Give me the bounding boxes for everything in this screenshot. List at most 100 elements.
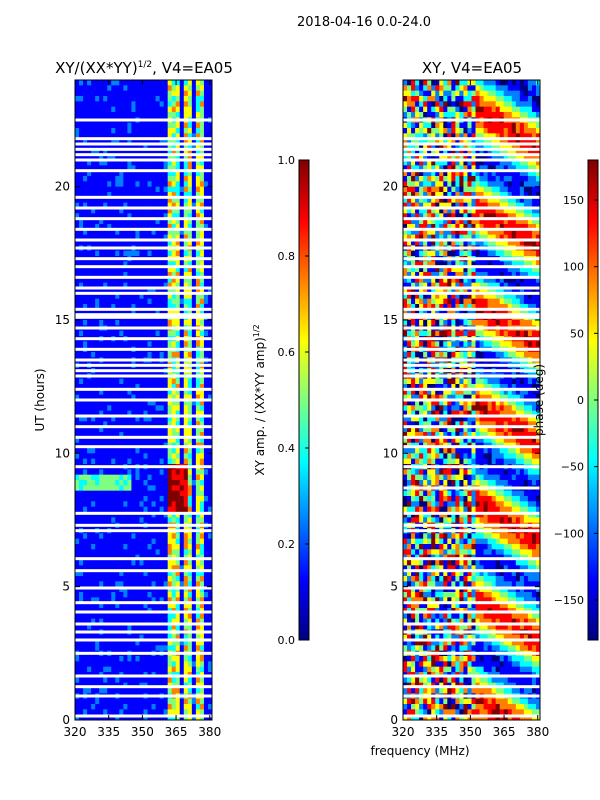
heatmap-cell [191, 85, 197, 92]
heatmap-cell [95, 229, 100, 236]
heatmap-cell [195, 688, 201, 694]
heatmap-cell [103, 106, 108, 113]
heatmap-cell [95, 186, 100, 193]
heatmap-cell [423, 154, 428, 161]
heatmap-cell [203, 698, 209, 705]
heatmap-cell [103, 437, 108, 444]
heatmap-cell [207, 688, 213, 694]
heatmap-cell [75, 133, 80, 140]
heatmap-cell [203, 410, 209, 417]
heatmap-cell [171, 266, 177, 273]
data-gap-band [75, 435, 212, 439]
heatmap-cell [483, 138, 489, 145]
heatmap-cell [159, 533, 165, 540]
heatmap-cell [167, 234, 173, 241]
heatmap-cell [79, 229, 84, 236]
heatmap-cell [419, 165, 424, 172]
heatmap-cell [179, 618, 185, 625]
heatmap-cell [203, 565, 209, 572]
heatmap-cell [123, 677, 128, 684]
heatmap-cell [191, 208, 197, 214]
heatmap-cell [183, 277, 189, 284]
heatmap-cell [199, 133, 205, 140]
heatmap-cell [187, 704, 193, 710]
heatmap-cell [531, 138, 537, 145]
heatmap-cell [99, 704, 104, 710]
heatmap-cell [183, 592, 189, 598]
heatmap-cell [191, 688, 197, 694]
heatmap-cell [187, 298, 193, 305]
heatmap-cell [475, 122, 480, 129]
heatmap-cell [119, 426, 124, 433]
heatmap-cell [171, 272, 177, 278]
heatmap-cell [175, 634, 181, 641]
heatmap-cell [155, 544, 161, 550]
heatmap-cell [171, 437, 177, 444]
heatmap-cell [127, 501, 132, 508]
heatmap-cell [183, 666, 189, 673]
heatmap-cell [143, 469, 148, 476]
heatmap-cell [191, 474, 197, 481]
heatmap-cell [187, 112, 193, 118]
heatmap-cell [99, 240, 104, 246]
heatmap-cell [103, 405, 108, 412]
heatmap-cell [183, 448, 189, 454]
heatmap-cell [527, 165, 533, 172]
heatmap-cell [151, 496, 156, 502]
heatmap-cell [503, 186, 509, 193]
heatmap-cell [179, 394, 185, 401]
heatmap-cell [103, 533, 108, 540]
heatmap-cell [75, 640, 80, 646]
heatmap-cell [83, 128, 88, 134]
heatmap-cell [435, 154, 440, 161]
heatmap-cell [423, 186, 428, 193]
heatmap-cell [187, 416, 193, 422]
heatmap-cell [79, 677, 84, 684]
heatmap-cell [123, 133, 128, 140]
heatmap-cell [167, 128, 173, 134]
heatmap-cell [179, 224, 185, 230]
heatmap-cell [507, 122, 513, 129]
heatmap-cell [155, 149, 161, 156]
heatmap-cell [99, 490, 104, 497]
heatmap-cell [499, 90, 505, 97]
heatmap-cell [187, 634, 193, 641]
heatmap-cell [179, 656, 185, 662]
heatmap-cell [451, 80, 456, 86]
heatmap-cell [527, 101, 533, 108]
heatmap-cell [523, 112, 529, 118]
heatmap-cell [159, 496, 165, 502]
heatmap-cell [119, 261, 124, 268]
heatmap-cell [187, 320, 193, 326]
heatmap-cell [191, 384, 197, 390]
heatmap-cell [191, 538, 197, 545]
heatmap-cell [491, 106, 497, 113]
heatmap-cell [403, 133, 408, 140]
heatmap-cell [511, 192, 517, 198]
heatmap-cell [111, 138, 116, 145]
heatmap-cell [179, 538, 185, 545]
heatmap-cell [187, 656, 193, 662]
heatmap-cell [179, 80, 185, 86]
heatmap-cell [103, 234, 108, 241]
heatmap-cell [135, 309, 140, 316]
heatmap-cell [135, 480, 140, 486]
heatmap-cell [131, 352, 136, 358]
heatmap-cell [163, 544, 169, 550]
heatmap-cell [191, 437, 197, 444]
heatmap-cell [95, 544, 100, 550]
heatmap-cell [139, 352, 144, 358]
heatmap-cell [115, 384, 120, 390]
heatmap-cell [427, 197, 432, 204]
heatmap-cell [115, 154, 120, 161]
heatmap-cell [167, 512, 173, 518]
heatmap-cell [99, 80, 104, 86]
heatmap-cell [119, 538, 124, 545]
heatmap-cell [123, 112, 128, 118]
heatmap-cell [115, 592, 120, 598]
heatmap-cell [171, 101, 177, 108]
heatmap-cell [119, 581, 124, 588]
heatmap-cell [411, 197, 416, 204]
heatmap-cell [91, 490, 96, 497]
heatmap-cell [175, 85, 181, 92]
